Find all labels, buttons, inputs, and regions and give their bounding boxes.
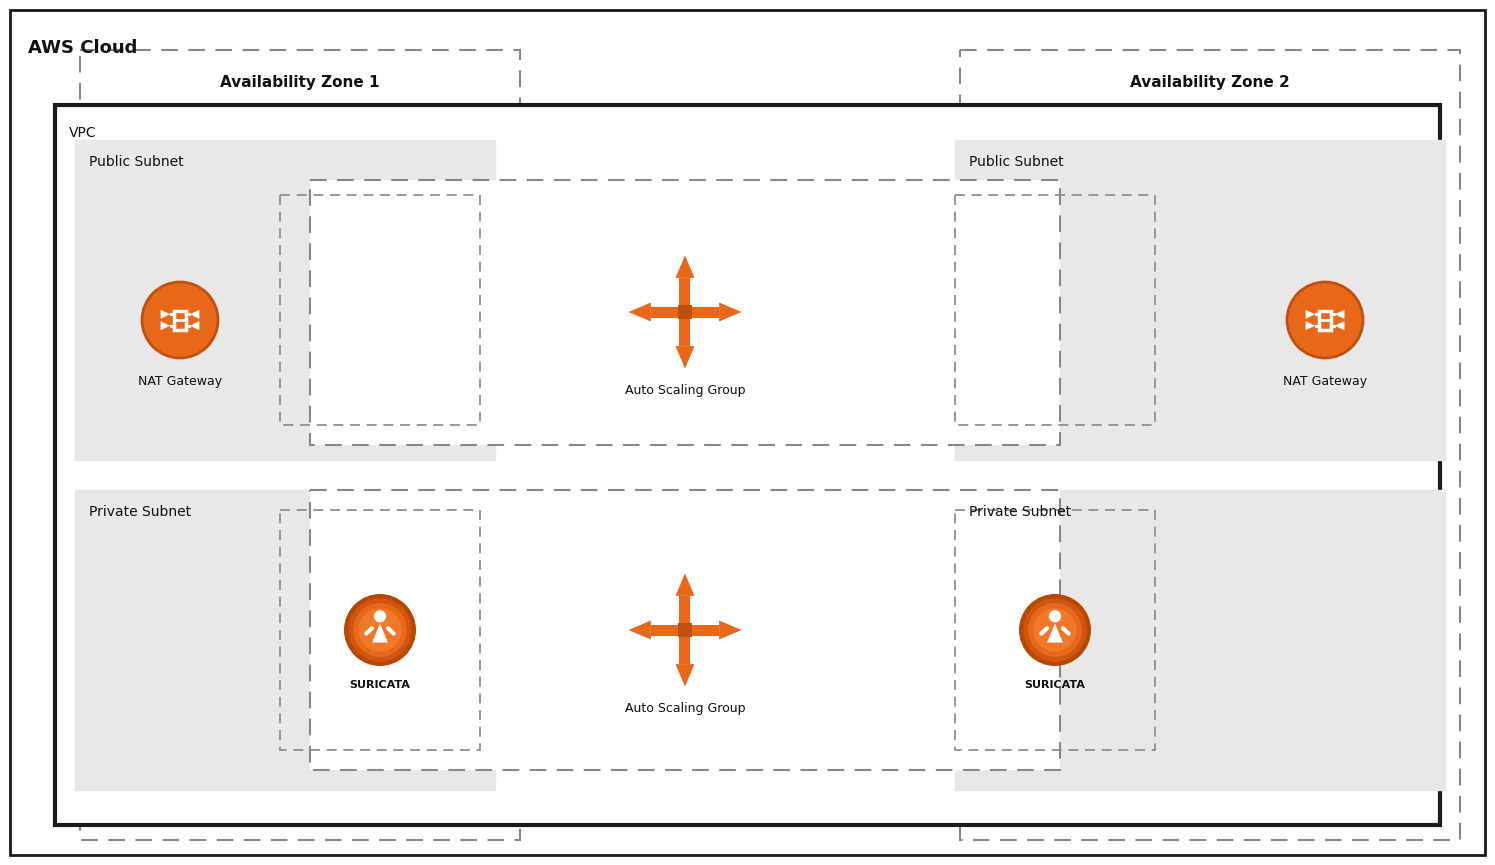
Text: Private Subnet: Private Subnet [90, 505, 191, 519]
Polygon shape [650, 306, 679, 317]
Bar [280, 510, 480, 750]
Bar [955, 140, 1446, 460]
Circle shape [344, 594, 416, 666]
Polygon shape [676, 346, 695, 368]
Bar [955, 195, 1156, 425]
Text: VPC: VPC [69, 126, 97, 140]
Polygon shape [190, 310, 199, 319]
Bar [309, 490, 1060, 770]
Text: NAT Gateway: NAT Gateway [138, 375, 223, 388]
Bar [679, 623, 692, 637]
Polygon shape [160, 310, 170, 319]
Polygon shape [680, 318, 691, 346]
Circle shape [1029, 603, 1082, 657]
Polygon shape [676, 664, 695, 687]
Polygon shape [1305, 321, 1316, 330]
Bar [75, 140, 495, 460]
Bar [309, 180, 1060, 445]
Polygon shape [692, 306, 719, 317]
Bar [679, 305, 692, 319]
Text: Public Subnet: Public Subnet [969, 155, 1063, 169]
Bar [75, 490, 495, 790]
Polygon shape [680, 637, 691, 664]
Text: Public Subnet: Public Subnet [90, 155, 184, 169]
Polygon shape [1305, 310, 1316, 319]
Text: SURICATA: SURICATA [1024, 680, 1085, 690]
Polygon shape [680, 596, 691, 624]
Polygon shape [676, 255, 695, 278]
Text: Auto Scaling Group: Auto Scaling Group [625, 384, 745, 397]
Bar [55, 105, 1440, 825]
Text: NAT Gateway: NAT Gateway [1283, 375, 1366, 388]
Circle shape [374, 610, 386, 623]
Bar [955, 510, 1156, 750]
Polygon shape [1046, 624, 1063, 643]
Polygon shape [190, 321, 199, 330]
Bar [1319, 311, 1331, 330]
Circle shape [1020, 594, 1091, 666]
Circle shape [142, 282, 218, 358]
Circle shape [1287, 282, 1363, 358]
Polygon shape [676, 573, 695, 596]
Polygon shape [719, 303, 742, 322]
Polygon shape [1335, 310, 1344, 319]
Polygon shape [692, 625, 719, 636]
Circle shape [1033, 608, 1076, 651]
Text: AWS Cloud: AWS Cloud [28, 39, 138, 57]
Polygon shape [680, 278, 691, 305]
Bar [280, 195, 480, 425]
Polygon shape [1335, 321, 1344, 330]
Text: SURICATA: SURICATA [350, 680, 411, 690]
Text: Private Subnet: Private Subnet [969, 505, 1070, 519]
Bar [955, 490, 1446, 790]
Circle shape [1023, 599, 1087, 662]
Text: Availability Zone 1: Availability Zone 1 [220, 74, 380, 89]
Text: Auto Scaling Group: Auto Scaling Group [625, 702, 745, 715]
Polygon shape [160, 321, 170, 330]
Bar [960, 50, 1461, 840]
Circle shape [353, 603, 407, 657]
Polygon shape [719, 620, 742, 639]
Bar [81, 50, 520, 840]
Circle shape [359, 608, 402, 651]
Polygon shape [650, 625, 679, 636]
Circle shape [1049, 610, 1061, 623]
Bar [173, 311, 185, 330]
Circle shape [348, 599, 411, 662]
Text: Availability Zone 2: Availability Zone 2 [1130, 74, 1290, 89]
Polygon shape [628, 620, 650, 639]
Polygon shape [372, 624, 387, 643]
Polygon shape [628, 303, 650, 322]
